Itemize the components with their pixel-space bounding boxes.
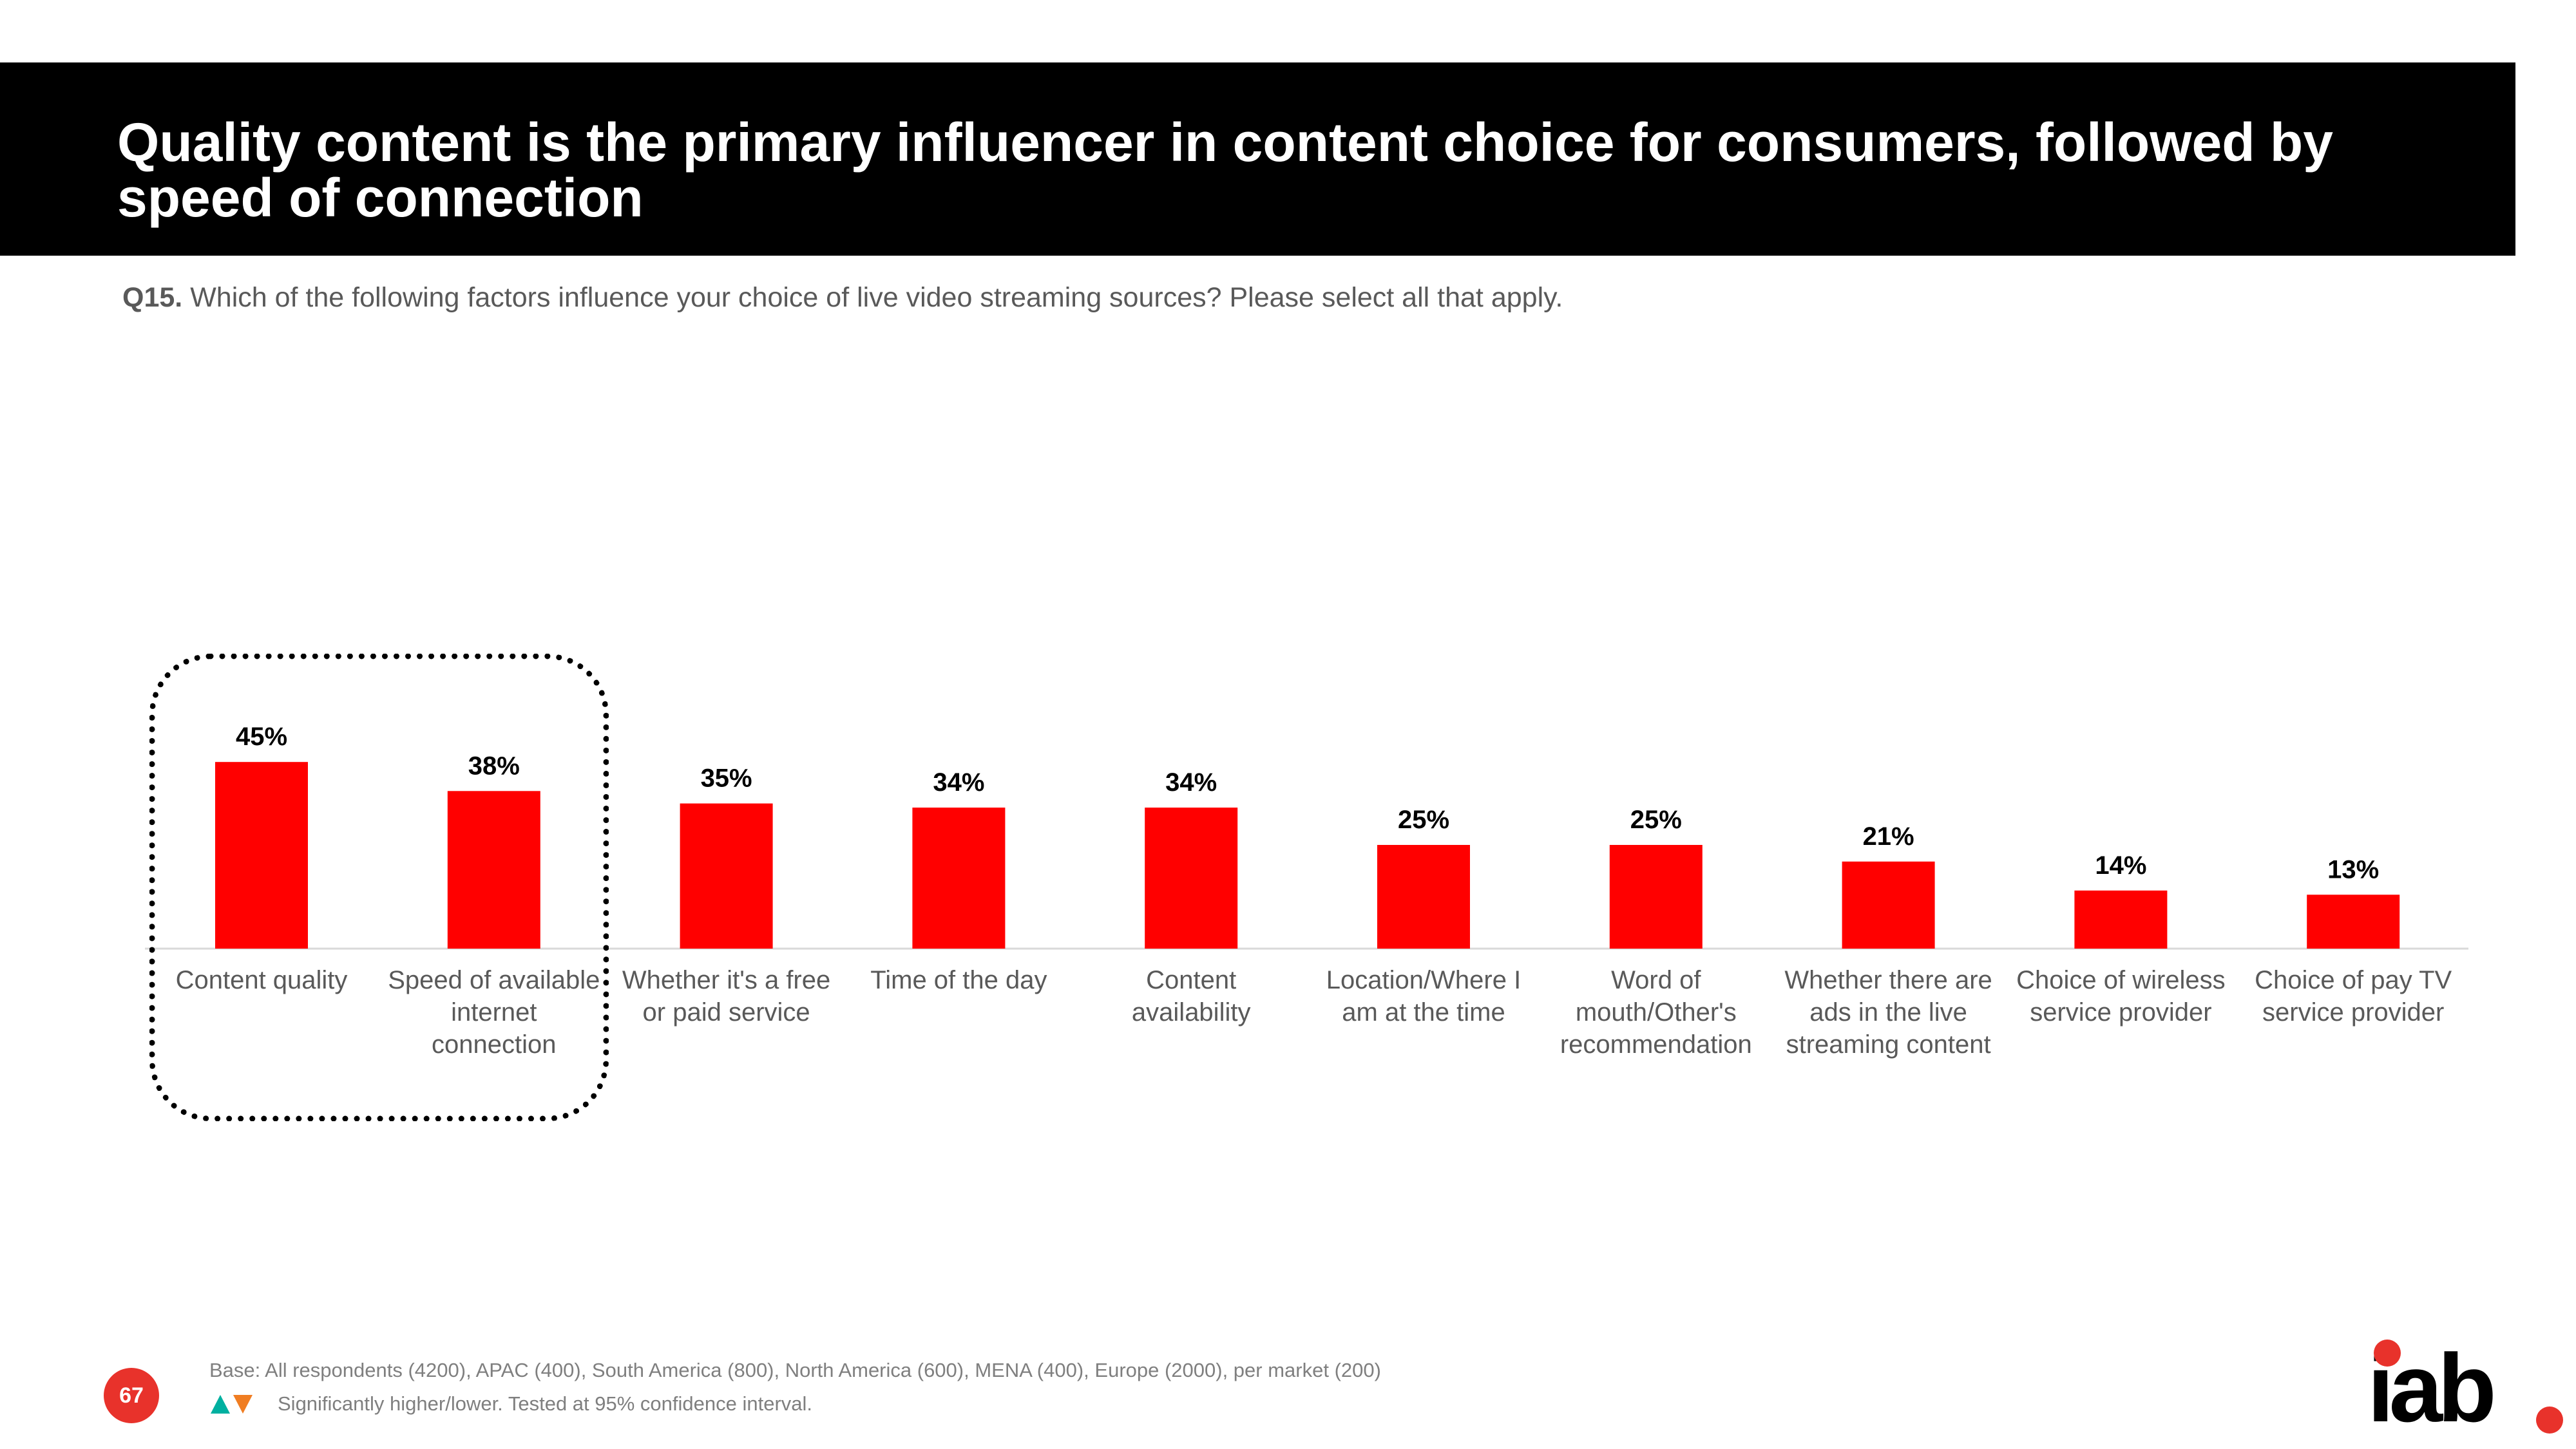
data-label: 34%: [933, 768, 984, 797]
page-title: Quality content is the primary influence…: [117, 112, 2333, 228]
category-label: Content quality: [175, 966, 348, 994]
data-label: 45%: [236, 723, 287, 751]
base-note: Base: All respondents (4200), APAC (400)…: [209, 1359, 1381, 1381]
data-label: 38%: [468, 752, 520, 780]
triangle-up-icon: [211, 1395, 230, 1414]
question-text: Q15. Which of the following factors infl…: [122, 282, 1563, 314]
significance-note: Significantly higher/lower. Tested at 95…: [209, 1392, 812, 1416]
data-label: 13%: [2327, 855, 2379, 884]
category-label: Location/Where I am at the time: [1326, 966, 1522, 1027]
bar: [1842, 861, 1935, 949]
bar: [1377, 845, 1470, 949]
category-label: Time of the day: [870, 966, 1047, 994]
category-label: Choice of wireless service provider: [2016, 966, 2226, 1027]
data-label: 25%: [1630, 806, 1682, 834]
category-label: Whether there are ads in the live stream…: [1784, 966, 1992, 1059]
category-label: Choice of pay TV service provider: [2255, 966, 2452, 1027]
bar: [1609, 845, 1703, 949]
data-label: 34%: [1165, 768, 1217, 797]
bar: [1145, 808, 1238, 949]
header-bar: [0, 62, 2515, 256]
data-label: 35%: [701, 764, 752, 793]
iab-logo: iab: [2367, 1340, 2563, 1436]
data-label: 14%: [2095, 851, 2146, 880]
question-body: Which of the following factors influence…: [190, 282, 1563, 313]
category-label: Speed of available internet connection: [388, 966, 600, 1059]
bar: [680, 803, 773, 949]
category-label: Content availability: [1131, 966, 1251, 1027]
bar: [447, 791, 540, 949]
category-label: Whether it's a free or paid service: [622, 966, 831, 1027]
category-label: Word of mouth/Other's recommendation: [1560, 966, 1752, 1059]
triangle-down-icon: [233, 1395, 253, 1414]
data-label: 21%: [1863, 822, 1914, 851]
question-number: Q15.: [122, 282, 183, 313]
logo-dot-icon: [2374, 1340, 2401, 1367]
page-number: 67: [104, 1368, 159, 1423]
significance-icons: [211, 1395, 253, 1414]
bar: [2074, 890, 2168, 949]
logo-period-icon: [2536, 1406, 2563, 1434]
bar-chart: 45% 38% 35% 34% 34% 25% 25% 21% 14% 13%: [145, 723, 2468, 950]
bar: [912, 808, 1006, 949]
significance-text: Significantly higher/lower. Tested at 95…: [278, 1392, 813, 1415]
highlight-box: [149, 654, 609, 1121]
data-label: 25%: [1398, 806, 1449, 834]
bar: [2307, 895, 2400, 949]
bar: [215, 762, 308, 949]
